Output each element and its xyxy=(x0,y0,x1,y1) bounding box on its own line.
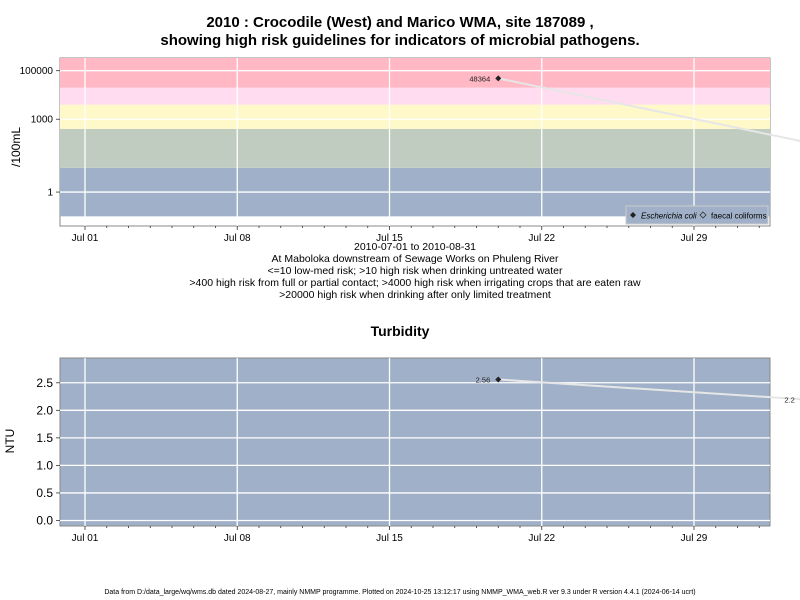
legend-ecoli-label: Escherichia coli xyxy=(641,212,697,221)
risk-band xyxy=(60,104,770,129)
x-tick-label: Jul 22 xyxy=(528,533,555,544)
y-tick-label: 0.0 xyxy=(36,513,53,527)
legend-ecoli-marker xyxy=(630,212,636,218)
footer-note: Data from D:/data_large/wq/wms.db dated … xyxy=(104,589,696,596)
microbial-chart: 100000 1000 1 Jul 01 Jul 08 Jul 15 Jul 22 Jul … xyxy=(20,57,800,244)
x-tick-label: Jul 01 xyxy=(72,233,99,244)
turbidity-plot-frame xyxy=(59,357,771,527)
y-tick-label: 1 xyxy=(47,188,53,199)
y-tick-label: 1000 xyxy=(31,115,54,126)
legend: Escherichia coli faecal coliforms xyxy=(625,205,769,225)
legend-faecal-marker xyxy=(699,211,707,219)
x-tick-label: Jul 15 xyxy=(376,233,403,244)
ecoli-data-point xyxy=(495,75,502,82)
x-tick-label: Jul 01 xyxy=(72,533,99,544)
chart-title: 2010 : Crocodile (West) and Marico WMA, … xyxy=(206,14,594,31)
turbidity-chart: 0.0 0.5 1.0 1.5 2.0 2.5 Jul 01 Jul 08 Jul 15 Jul… xyxy=(36,357,800,544)
risk-band xyxy=(60,87,770,105)
turbidity-data-label: 2.56 xyxy=(476,375,491,384)
x-tick-label: Jul 08 xyxy=(224,233,251,244)
turbidity-data-label: 2.2 xyxy=(784,395,794,404)
legend-box xyxy=(625,205,769,225)
legend-faecal-label: faecal coliforms xyxy=(711,212,767,221)
ecoli-series-line xyxy=(498,77,800,142)
xlabel-line-4: >400 high risk from full or partial cont… xyxy=(189,277,641,289)
y-tick-label: 1.5 xyxy=(36,431,53,445)
xlabel-line-1: 2010-07-01 to 2010-08-31 xyxy=(353,241,476,253)
turbidity-data-point xyxy=(495,376,502,383)
ecoli-data-label: 48364 xyxy=(469,74,490,83)
risk-band xyxy=(60,58,770,88)
turbidity-title: Turbidity xyxy=(370,323,430,339)
xlabel-line-5: >20000 high risk when drinking after onl… xyxy=(279,289,551,301)
chart-title-line2: showing high risk guidelines for indicat… xyxy=(160,32,640,49)
x-tick-label: Jul 15 xyxy=(376,533,403,544)
y-tick-label: 2.0 xyxy=(36,403,53,417)
xlabel-line-2: At Maboloka downstream of Sewage Works o… xyxy=(271,253,559,265)
x-tick-label: Jul 08 xyxy=(224,533,251,544)
risk-band xyxy=(60,128,770,168)
xlabel-line-3: <=10 low-med risk; >10 high risk when dr… xyxy=(267,265,563,277)
x-tick-label: Jul 22 xyxy=(528,233,555,244)
turbidity-series-line xyxy=(498,378,800,401)
y-tick-label: 100000 xyxy=(20,66,54,77)
x-tick-label: Jul 29 xyxy=(681,533,708,544)
y-tick-label: 1.0 xyxy=(36,458,53,472)
y-tick-label: 2.5 xyxy=(36,376,53,390)
x-tick-label: Jul 29 xyxy=(681,233,708,244)
y-tick-label: 0.5 xyxy=(36,486,53,500)
